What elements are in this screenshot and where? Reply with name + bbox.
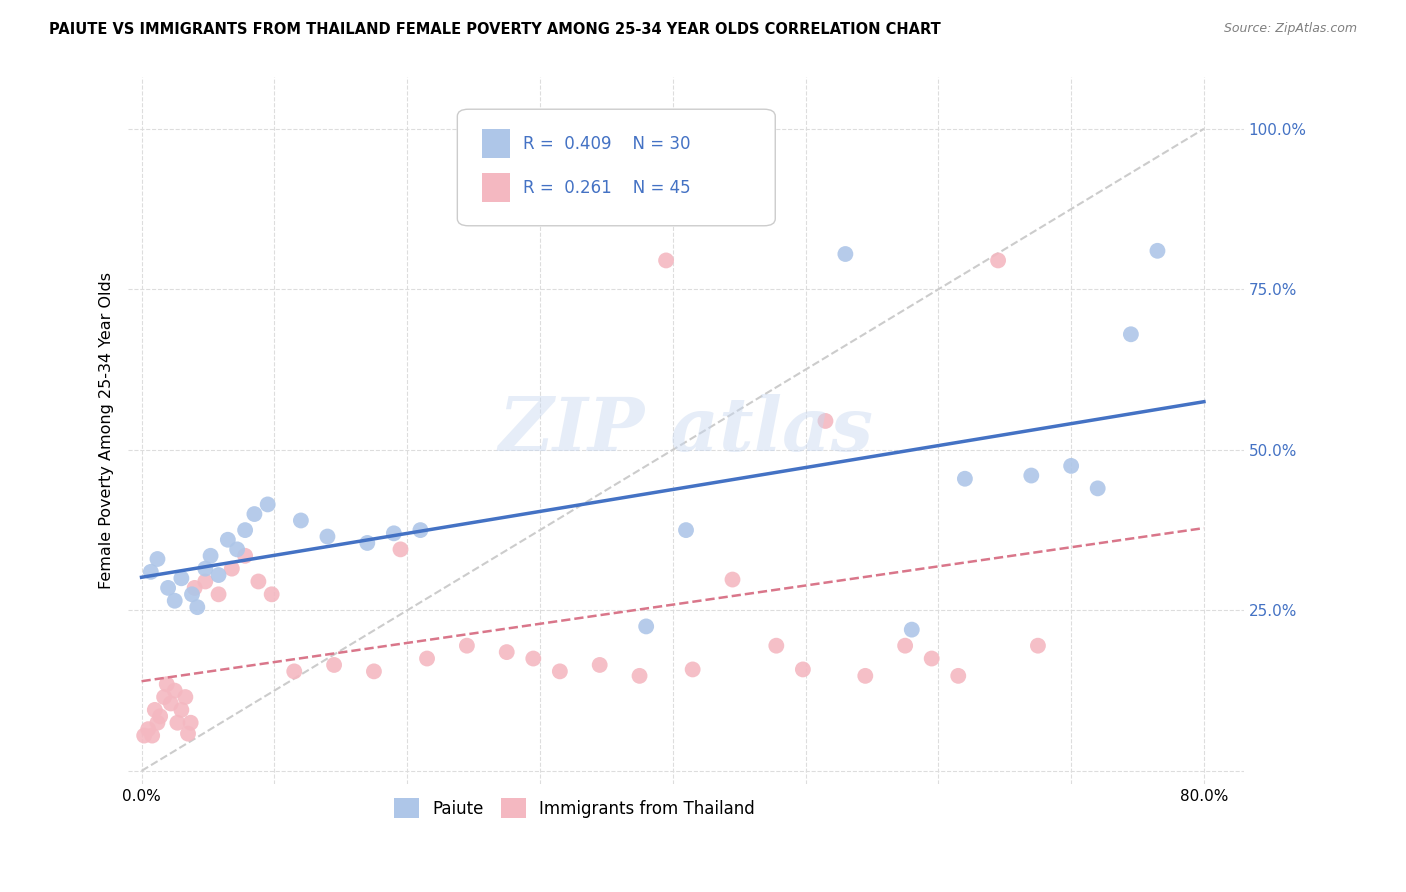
Point bbox=[1119, 327, 1142, 342]
Point bbox=[181, 587, 204, 601]
Point bbox=[149, 709, 172, 723]
Text: PAIUTE VS IMMIGRANTS FROM THAILAND FEMALE POVERTY AMONG 25-34 YEAR OLDS CORRELAT: PAIUTE VS IMMIGRANTS FROM THAILAND FEMAL… bbox=[49, 22, 941, 37]
Point bbox=[146, 715, 169, 730]
Point bbox=[233, 549, 256, 563]
Legend: Paiute, Immigrants from Thailand: Paiute, Immigrants from Thailand bbox=[388, 791, 762, 825]
Point bbox=[363, 665, 385, 679]
Point bbox=[1019, 468, 1042, 483]
Point bbox=[323, 657, 346, 672]
Point bbox=[170, 571, 193, 585]
Point bbox=[987, 253, 1010, 268]
Point bbox=[207, 568, 229, 582]
Point bbox=[174, 690, 197, 704]
Point bbox=[628, 669, 651, 683]
FancyBboxPatch shape bbox=[482, 129, 510, 158]
Point bbox=[853, 669, 876, 683]
Point bbox=[765, 639, 787, 653]
Point bbox=[243, 507, 266, 521]
Point bbox=[163, 683, 186, 698]
Point bbox=[589, 657, 612, 672]
Point bbox=[675, 523, 697, 537]
Point bbox=[166, 715, 188, 730]
Point bbox=[1087, 482, 1109, 496]
Text: R =  0.261    N = 45: R = 0.261 N = 45 bbox=[523, 179, 690, 197]
Point bbox=[134, 729, 156, 743]
Point bbox=[900, 623, 922, 637]
Point bbox=[260, 587, 283, 601]
Point bbox=[356, 536, 378, 550]
Point bbox=[194, 561, 217, 575]
Point bbox=[456, 639, 478, 653]
Point bbox=[157, 581, 180, 595]
Point bbox=[921, 651, 943, 665]
FancyBboxPatch shape bbox=[482, 173, 510, 202]
Point bbox=[283, 665, 305, 679]
Point bbox=[953, 472, 976, 486]
Point bbox=[221, 561, 243, 575]
Point bbox=[522, 651, 544, 665]
Point bbox=[1146, 244, 1168, 258]
Point bbox=[139, 565, 162, 579]
Point bbox=[177, 726, 200, 740]
Point bbox=[548, 665, 571, 679]
Point bbox=[194, 574, 217, 589]
Point bbox=[156, 677, 179, 691]
Point bbox=[834, 247, 856, 261]
Point bbox=[143, 703, 166, 717]
Point bbox=[217, 533, 239, 547]
Point bbox=[682, 662, 704, 676]
Point bbox=[207, 587, 229, 601]
Point bbox=[636, 619, 658, 633]
Point bbox=[163, 593, 186, 607]
Point bbox=[159, 697, 181, 711]
Point bbox=[141, 729, 163, 743]
Point bbox=[153, 690, 176, 704]
Point bbox=[180, 715, 202, 730]
Point bbox=[495, 645, 517, 659]
Point bbox=[894, 639, 917, 653]
Point bbox=[792, 662, 814, 676]
Point bbox=[247, 574, 270, 589]
Point bbox=[948, 669, 970, 683]
Point bbox=[183, 581, 205, 595]
Point bbox=[290, 513, 312, 527]
Point bbox=[146, 552, 169, 566]
Point bbox=[1026, 639, 1049, 653]
Point bbox=[721, 573, 744, 587]
Text: ZIP atlas: ZIP atlas bbox=[499, 394, 873, 467]
Y-axis label: Female Poverty Among 25-34 Year Olds: Female Poverty Among 25-34 Year Olds bbox=[100, 272, 114, 589]
Text: R =  0.409    N = 30: R = 0.409 N = 30 bbox=[523, 135, 690, 153]
Point bbox=[136, 722, 159, 736]
Point bbox=[226, 542, 249, 557]
Point bbox=[186, 600, 208, 615]
Text: Source: ZipAtlas.com: Source: ZipAtlas.com bbox=[1223, 22, 1357, 36]
Point bbox=[389, 542, 412, 557]
Point bbox=[233, 523, 256, 537]
Point bbox=[316, 529, 339, 543]
Point bbox=[655, 253, 678, 268]
Point bbox=[382, 526, 405, 541]
FancyBboxPatch shape bbox=[457, 109, 775, 226]
Point bbox=[1060, 458, 1083, 473]
Point bbox=[814, 414, 837, 428]
Point bbox=[409, 523, 432, 537]
Point bbox=[416, 651, 439, 665]
Point bbox=[256, 498, 278, 512]
Point bbox=[170, 703, 193, 717]
Point bbox=[200, 549, 222, 563]
